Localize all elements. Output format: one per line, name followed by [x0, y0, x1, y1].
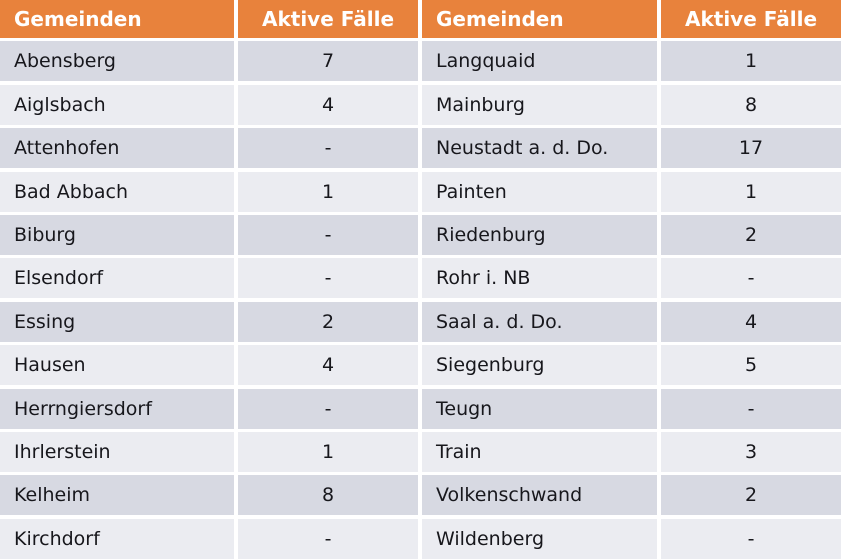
- active-cases-cell: 8: [661, 84, 841, 125]
- active-cases-cell: -: [238, 258, 418, 299]
- active-cases-cell: 8: [238, 475, 418, 516]
- municipality-name-cell: Kirchdorf: [0, 518, 234, 559]
- municipality-name-cell: Attenhofen: [0, 128, 234, 169]
- municipality-name-cell: Saal a. d. Do.: [422, 301, 657, 342]
- municipality-name-cell: Mainburg: [422, 84, 657, 125]
- active-cases-cell: 4: [238, 84, 418, 125]
- active-cases-cell: 3: [661, 431, 841, 472]
- header-aktive-faelle-left: Aktive Fälle: [238, 0, 418, 38]
- municipality-name-cell: Essing: [0, 301, 234, 342]
- municipality-name-cell: Teugn: [422, 388, 657, 429]
- active-cases-cell: -: [661, 258, 841, 299]
- municipality-name-cell: Langquaid: [422, 41, 657, 82]
- municipality-name-cell: Riedenburg: [422, 214, 657, 255]
- header-gemeinden-left: Gemeinden: [0, 0, 234, 38]
- active-cases-cell: 1: [661, 41, 841, 82]
- municipality-name-cell: Volkenschwand: [422, 475, 657, 516]
- municipality-name-cell: Biburg: [0, 214, 234, 255]
- active-cases-cell: 5: [661, 345, 841, 386]
- active-cases-cell: 2: [661, 214, 841, 255]
- active-cases-cell: -: [238, 518, 418, 559]
- municipality-name-cell: Siegenburg: [422, 345, 657, 386]
- active-cases-cell: 1: [238, 171, 418, 212]
- active-cases-cell: 17: [661, 128, 841, 169]
- municipality-name-cell: Train: [422, 431, 657, 472]
- active-cases-cell: -: [238, 214, 418, 255]
- municipality-name-cell: Rohr i. NB: [422, 258, 657, 299]
- municipality-name-cell: Bad Abbach: [0, 171, 234, 212]
- municipality-name-cell: Kelheim: [0, 475, 234, 516]
- active-cases-cell: -: [238, 128, 418, 169]
- active-cases-cell: 4: [238, 345, 418, 386]
- municipality-name-cell: Aiglsbach: [0, 84, 234, 125]
- municipality-name-cell: Elsendorf: [0, 258, 234, 299]
- header-gemeinden-right: Gemeinden: [422, 0, 657, 38]
- active-cases-cell: -: [661, 388, 841, 429]
- active-cases-cell: 2: [238, 301, 418, 342]
- header-aktive-faelle-right: Aktive Fälle: [661, 0, 841, 38]
- municipality-name-cell: Abensberg: [0, 41, 234, 82]
- active-cases-cell: -: [238, 388, 418, 429]
- municipality-name-cell: Neustadt a. d. Do.: [422, 128, 657, 169]
- active-cases-cell: -: [661, 518, 841, 559]
- active-cases-cell: 1: [238, 431, 418, 472]
- municipality-name-cell: Wildenberg: [422, 518, 657, 559]
- municipality-name-cell: Herrngiersdorf: [0, 388, 234, 429]
- municipality-name-cell: Hausen: [0, 345, 234, 386]
- active-cases-cell: 4: [661, 301, 841, 342]
- municipality-name-cell: Ihrlerstein: [0, 431, 234, 472]
- active-cases-cell: 2: [661, 475, 841, 516]
- active-cases-cell: 1: [661, 171, 841, 212]
- municipality-name-cell: Painten: [422, 171, 657, 212]
- active-cases-cell: 7: [238, 41, 418, 82]
